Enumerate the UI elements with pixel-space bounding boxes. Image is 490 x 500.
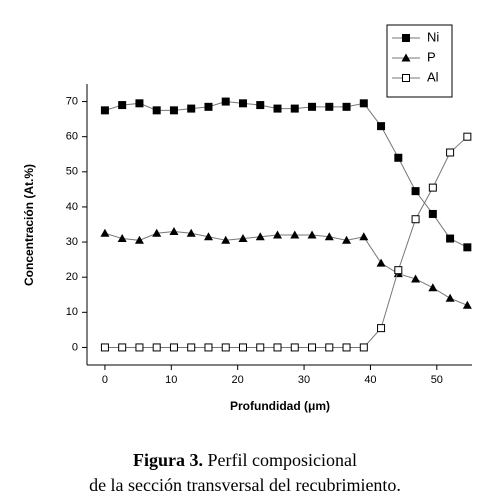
y-tick-label: 40 [66, 201, 78, 213]
y-tick-label: 10 [66, 306, 78, 318]
y-tick-label: 50 [66, 166, 78, 178]
series-line [104, 101, 468, 248]
marker [204, 102, 213, 111]
caption-text: Perfil composicional [208, 450, 357, 470]
legend-marker [402, 74, 410, 82]
marker [376, 258, 386, 267]
marker [135, 99, 144, 108]
marker [117, 234, 127, 243]
marker [325, 102, 334, 111]
marker [100, 343, 109, 352]
marker [273, 104, 282, 113]
marker [134, 235, 144, 244]
marker [359, 99, 368, 108]
marker [221, 97, 230, 106]
marker [100, 106, 109, 115]
marker [256, 343, 265, 352]
marker [359, 343, 368, 352]
marker [342, 235, 352, 244]
marker [377, 324, 386, 333]
legend-box [386, 24, 453, 98]
marker [411, 274, 421, 283]
marker [118, 343, 127, 352]
y-tick-label: 60 [66, 131, 78, 143]
marker [255, 232, 265, 241]
marker [290, 343, 299, 352]
x-tick-label: 40 [364, 374, 376, 386]
marker [325, 343, 334, 352]
y-axis-title: Concentración (At.%) [22, 164, 36, 286]
marker [118, 101, 127, 110]
marker [238, 343, 247, 352]
caption: Figura 3. Perfil composicional [133, 450, 357, 470]
marker [462, 300, 472, 309]
marker [204, 343, 213, 352]
marker [135, 343, 144, 352]
marker [463, 243, 472, 252]
y-tick-label: 70 [66, 95, 78, 107]
marker [428, 209, 437, 218]
marker [446, 148, 455, 157]
legend-label: P [427, 49, 436, 64]
caption-line: de la sección transversal del recubrimie… [89, 475, 401, 495]
series-line [104, 231, 468, 306]
marker [273, 230, 283, 239]
y-tick-label: 30 [66, 236, 78, 248]
marker [152, 343, 161, 352]
marker [394, 153, 403, 162]
x-tick-label: 30 [298, 374, 310, 386]
marker [411, 187, 420, 196]
marker [445, 293, 455, 302]
marker [221, 343, 230, 352]
marker [169, 343, 178, 352]
marker [428, 283, 438, 292]
marker [203, 232, 213, 241]
marker [238, 99, 247, 108]
marker [324, 232, 334, 241]
marker [238, 234, 248, 243]
series-line [104, 136, 468, 348]
marker [152, 228, 162, 237]
marker [290, 230, 300, 239]
marker [308, 102, 317, 111]
x-tick-label: 50 [431, 374, 443, 386]
marker [359, 232, 369, 241]
marker [100, 228, 110, 237]
marker [187, 104, 196, 113]
legend-label: Ni [427, 29, 439, 44]
marker [342, 102, 351, 111]
marker [342, 343, 351, 352]
marker [446, 234, 455, 243]
caption-label: Figura 3. [133, 450, 203, 470]
marker [308, 343, 317, 352]
x-axis-title: Profundidad (μm) [230, 399, 330, 413]
legend-label: Al [427, 69, 439, 84]
marker [377, 122, 386, 131]
marker [273, 343, 282, 352]
legend-marker [401, 53, 411, 62]
marker [152, 106, 161, 115]
marker [169, 106, 178, 115]
x-tick-label: 10 [165, 374, 177, 386]
marker [186, 228, 196, 237]
y-tick-label: 0 [72, 341, 78, 353]
marker [256, 101, 265, 110]
x-tick-label: 0 [102, 374, 108, 386]
marker [221, 235, 231, 244]
marker [169, 227, 179, 236]
x-tick-label: 20 [232, 374, 244, 386]
marker [411, 215, 420, 224]
marker [187, 343, 196, 352]
marker [463, 132, 472, 141]
y-tick-label: 20 [66, 271, 78, 283]
legend-marker [402, 34, 410, 42]
marker [394, 266, 403, 275]
marker [307, 230, 317, 239]
marker [290, 104, 299, 113]
marker [428, 183, 437, 192]
